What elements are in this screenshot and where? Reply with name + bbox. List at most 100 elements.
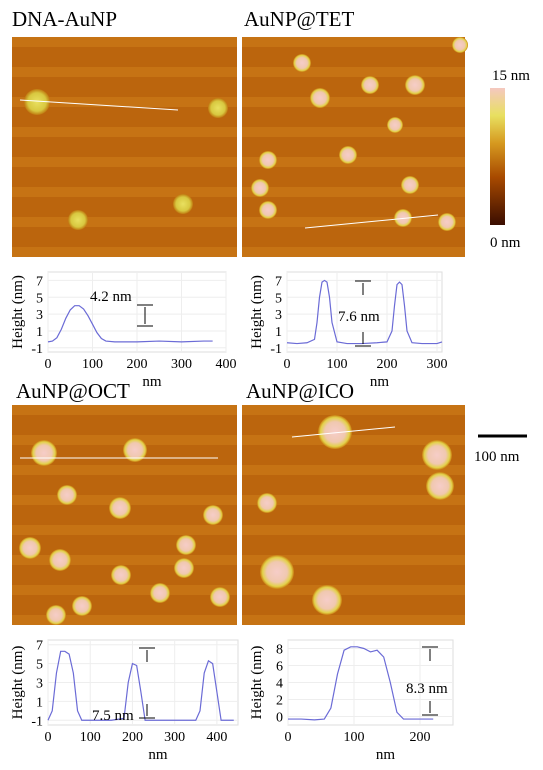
particle bbox=[31, 440, 57, 466]
afm-streak bbox=[12, 585, 237, 595]
afm-streak bbox=[242, 227, 465, 237]
afm-streak bbox=[12, 237, 237, 247]
afm-image bbox=[12, 405, 237, 625]
afm-streak bbox=[12, 595, 237, 605]
afm-streak bbox=[242, 535, 465, 545]
profile-line bbox=[291, 426, 396, 438]
y-tick-label: 7 bbox=[36, 639, 43, 654]
y-tick-label: 3 bbox=[36, 308, 43, 323]
profile-line bbox=[47, 650, 234, 721]
particle bbox=[210, 587, 230, 607]
afm-streak bbox=[242, 137, 465, 147]
profile-line bbox=[47, 305, 213, 343]
x-tick-label: 200 bbox=[377, 357, 398, 372]
afm-streak bbox=[242, 67, 465, 77]
y-tick-label: 4 bbox=[276, 677, 283, 692]
afm-streak bbox=[12, 97, 237, 107]
particle bbox=[259, 201, 277, 219]
afm-streak bbox=[12, 157, 237, 167]
afm-streak bbox=[12, 515, 237, 525]
afm-streak bbox=[242, 485, 465, 495]
profile-line bbox=[19, 99, 179, 111]
afm-streak bbox=[242, 475, 465, 485]
particle bbox=[318, 415, 352, 449]
particle bbox=[361, 76, 379, 94]
afm-streak bbox=[242, 455, 465, 465]
afm-streak bbox=[242, 555, 465, 565]
afm-streak bbox=[242, 425, 465, 435]
particle bbox=[49, 549, 71, 571]
afm-streak bbox=[242, 515, 465, 525]
afm-streak bbox=[242, 575, 465, 585]
x-tick-label: 400 bbox=[206, 730, 227, 745]
y-tick-label: 8 bbox=[276, 643, 283, 658]
x-tick-label: 0 bbox=[285, 730, 292, 745]
image-title: AuNP@ICO bbox=[246, 379, 354, 403]
y-tick-label: -1 bbox=[31, 342, 43, 357]
afm-streak bbox=[12, 147, 237, 157]
particle bbox=[111, 565, 131, 585]
x-tick-label: 0 bbox=[45, 730, 52, 745]
particle bbox=[109, 497, 131, 519]
particle bbox=[310, 88, 330, 108]
particle bbox=[72, 596, 92, 616]
afm-streak bbox=[12, 555, 237, 565]
particle bbox=[260, 555, 294, 589]
afm-streak bbox=[12, 465, 237, 475]
x-tick-label: 400 bbox=[216, 357, 237, 372]
y-axis-label: Height (nm) bbox=[10, 275, 26, 349]
afm-streak bbox=[242, 47, 465, 57]
afm-streak bbox=[242, 445, 465, 455]
profile-line bbox=[288, 646, 434, 721]
particle bbox=[339, 146, 357, 164]
afm-streak bbox=[12, 117, 237, 127]
afm-streak bbox=[242, 605, 465, 615]
particle bbox=[405, 75, 425, 95]
x-tick-label: 0 bbox=[284, 357, 291, 372]
afm-streak bbox=[242, 545, 465, 555]
y-tick-label: 5 bbox=[275, 291, 282, 306]
afm-streak bbox=[242, 167, 465, 177]
afm-streak bbox=[12, 525, 237, 535]
afm-streak bbox=[242, 415, 465, 425]
particle bbox=[123, 438, 147, 462]
afm-image bbox=[242, 405, 465, 625]
x-axis-label: nm bbox=[148, 747, 168, 763]
afm-streak bbox=[12, 107, 237, 117]
afm-streak bbox=[242, 247, 465, 257]
afm-streak bbox=[12, 197, 237, 207]
afm-streak bbox=[12, 247, 237, 257]
particle bbox=[173, 194, 193, 214]
y-axis-label: Height (nm) bbox=[249, 646, 265, 720]
particle bbox=[176, 535, 196, 555]
y-tick-label: 1 bbox=[36, 325, 43, 340]
particle bbox=[438, 213, 456, 231]
afm-streak bbox=[242, 97, 465, 107]
afm-streak bbox=[242, 197, 465, 207]
particle bbox=[422, 440, 452, 470]
afm-streak bbox=[242, 177, 465, 187]
x-tick-label: 200 bbox=[410, 730, 431, 745]
particle bbox=[259, 151, 277, 169]
profile-line bbox=[286, 279, 443, 345]
afm-streak bbox=[12, 127, 237, 137]
x-tick-label: 300 bbox=[164, 730, 185, 745]
afm-streak bbox=[12, 47, 237, 57]
afm-streak bbox=[242, 87, 465, 97]
afm-streak bbox=[242, 57, 465, 67]
annotation: 8.3 nm bbox=[406, 681, 448, 697]
image-title: AuNP@OCT bbox=[16, 379, 130, 403]
afm-streak bbox=[12, 217, 237, 227]
afm-streak bbox=[242, 565, 465, 575]
afm-streak bbox=[12, 615, 237, 625]
afm-streak bbox=[12, 535, 237, 545]
y-tick-label: 3 bbox=[36, 677, 43, 692]
afm-streak bbox=[242, 435, 465, 445]
afm-streak bbox=[242, 405, 465, 415]
afm-streak bbox=[12, 87, 237, 97]
afm-streak bbox=[242, 207, 465, 217]
particle bbox=[251, 179, 269, 197]
image-title: DNA-AuNP bbox=[12, 7, 117, 31]
colorbar-min: 0 nm bbox=[490, 235, 521, 251]
profile-line bbox=[304, 214, 439, 229]
